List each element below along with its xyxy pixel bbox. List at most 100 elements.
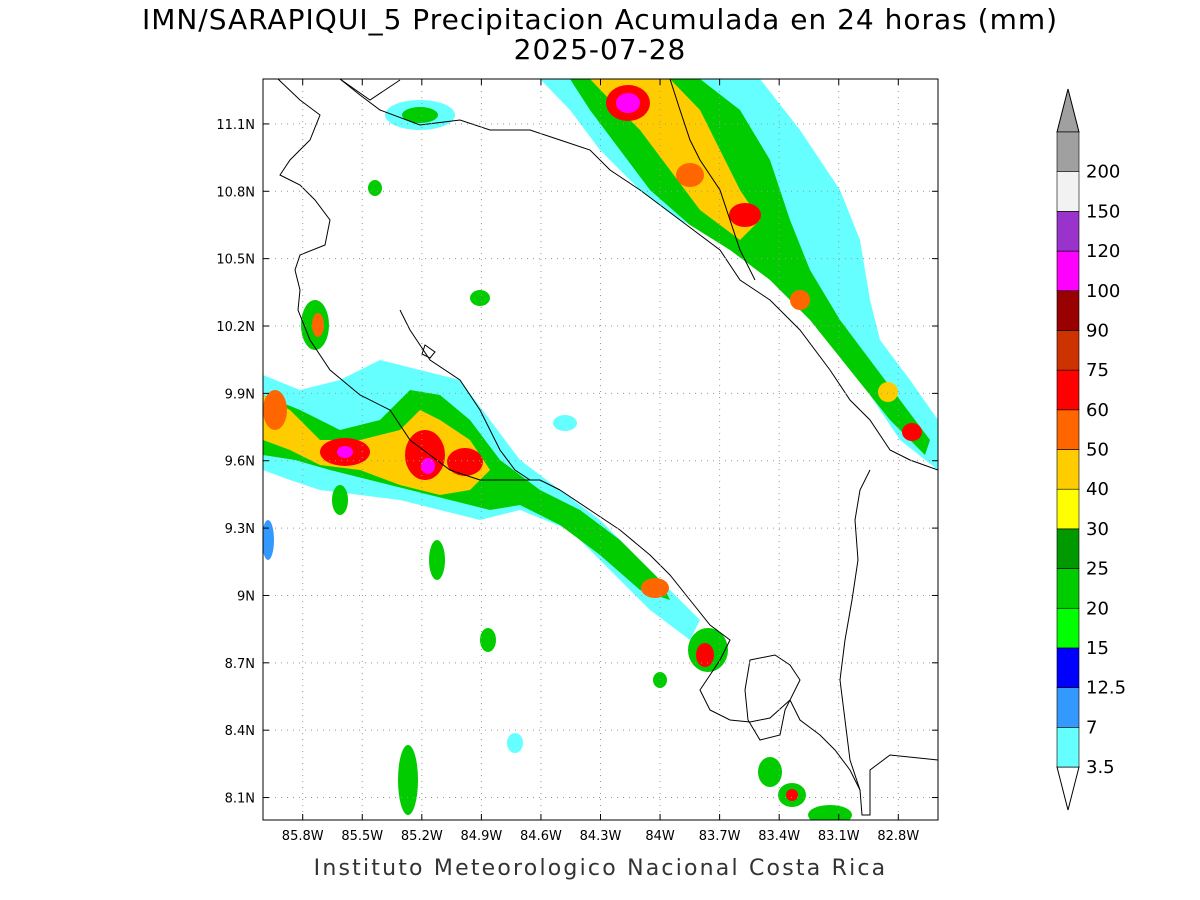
y-tick-label: 9N <box>237 589 255 604</box>
colorbar-swatch <box>1056 250 1080 292</box>
border-northeast <box>669 79 756 281</box>
precip-cell-west-6 <box>263 390 287 430</box>
precip-cell-s10 <box>368 180 382 196</box>
y-tick-label: 9.9N <box>225 387 255 402</box>
colorbar-label: 200 <box>1086 162 1120 183</box>
precip-field <box>263 79 938 820</box>
y-tick-label: 9.3N <box>225 522 255 537</box>
precip-cell-s9 <box>470 290 490 306</box>
footer-credit: Instituto Meteorologico Nacional Costa R… <box>313 856 888 881</box>
colorbar-over-triangle <box>1056 88 1080 133</box>
x-tick-label: 84W <box>645 829 675 844</box>
y-tick-label: 10.5N <box>216 253 255 268</box>
x-tick-label: 84.6W <box>520 829 562 844</box>
precip-cell-s8 <box>553 415 577 431</box>
y-tick-label: 8.4N <box>225 724 255 739</box>
colorbar-swatch <box>1056 409 1080 450</box>
precip-cell-west-4 <box>421 458 435 474</box>
precip-cell-north-6 <box>902 423 922 441</box>
colorbar-swatch <box>1056 488 1080 530</box>
precip-cell-north-2 <box>676 163 704 187</box>
y-tick-label: 11.1N <box>216 118 255 133</box>
border-panama <box>839 469 871 791</box>
colorbar-swatch <box>1056 449 1080 490</box>
colorbar-label: 3.5 <box>1086 757 1115 778</box>
x-tick-label: 85.8W <box>282 829 324 844</box>
precip-cell-s1 <box>758 757 782 787</box>
colorbar-label: 25 <box>1086 559 1109 580</box>
x-tick-label: 85.2W <box>401 829 443 844</box>
map-date: 2025-07-28 <box>513 33 687 66</box>
coastline-pacific-north <box>277 79 561 491</box>
colorbar-label: 50 <box>1086 440 1109 461</box>
colorbar-label: 150 <box>1086 201 1120 222</box>
colorbar-label: 7 <box>1086 717 1097 738</box>
x-tick-label: 84.3W <box>580 829 622 844</box>
colorbar-swatch <box>1056 131 1080 172</box>
precip-cell-s11 <box>653 672 667 688</box>
x-tick-label: 84.9W <box>460 829 502 844</box>
y-tick-label: 10.8N <box>216 185 255 200</box>
precip-band-north <box>540 79 938 470</box>
colorbar-swatch <box>1056 330 1080 371</box>
precip-cell-s3 <box>808 805 852 820</box>
precip-cell-s5 <box>429 540 445 580</box>
colorbar-swatch <box>1056 607 1080 649</box>
precip-peak-north <box>616 93 640 113</box>
x-tick-label: 85.5W <box>341 829 383 844</box>
coastline-island <box>421 344 436 359</box>
precip-cell-s12 <box>507 733 523 753</box>
y-tick-label: 8.7N <box>225 657 255 672</box>
colorbar-swatch <box>1056 528 1080 569</box>
colorbar-label: 12.5 <box>1086 678 1126 699</box>
colorbar-swatch <box>1056 727 1080 768</box>
colorbar-label: 100 <box>1086 281 1120 302</box>
colorbar-swatch <box>1056 369 1080 411</box>
precip-cell-west-3 <box>405 430 445 480</box>
coastline-nicoya-gulf <box>399 309 531 481</box>
precip-cell-osa-core <box>696 643 714 667</box>
colorbar-swatch <box>1056 568 1080 609</box>
colorbar-label: 120 <box>1086 241 1120 262</box>
precip-cell-north-5 <box>878 382 898 402</box>
x-tick-label: 83.7W <box>699 829 741 844</box>
precip-cell-s2-core <box>786 789 798 801</box>
colorbar-label: 40 <box>1086 479 1109 500</box>
colorbar-swatch <box>1056 647 1080 688</box>
x-tick-label: 83.4W <box>758 829 800 844</box>
precip-cell-nw-inner <box>402 107 438 123</box>
precip-cell-pacific-c <box>641 578 669 598</box>
y-tick-label: 8.1N <box>225 792 255 807</box>
colorbar-under-triangle <box>1056 766 1080 811</box>
y-tick-label: 9.6N <box>225 455 255 470</box>
precip-cell-s6 <box>332 485 348 515</box>
coastline-osa <box>744 654 801 741</box>
precip-cell-s7 <box>480 628 496 652</box>
colorbar-label: 20 <box>1086 598 1109 619</box>
y-tick-label: 10.2N <box>216 320 255 335</box>
colorbar-label: 60 <box>1086 400 1109 421</box>
x-tick-label: 83.1W <box>818 829 860 844</box>
colorbar: 3.5 7 12.5 15 20 25 30 40 50 60 75 90 100 120 150 200 <box>1056 88 1126 811</box>
map-title: IMN/SARAPIQUI_5 Precipitacion Acumulada … <box>141 3 1059 36</box>
colorbar-swatch <box>1056 171 1080 212</box>
colorbar-label: 15 <box>1086 638 1109 659</box>
precip-cell-s13 <box>263 520 274 560</box>
precip-cell-s4 <box>398 745 418 815</box>
precip-cell-west-2 <box>337 446 353 458</box>
colorbar-swatch <box>1056 687 1080 728</box>
precip-band-north-inner <box>570 79 930 455</box>
colorbar-swatch <box>1056 211 1080 252</box>
x-tick-label: 82.8W <box>877 829 919 844</box>
y-axis: 11.1N 10.8N 10.5N 10.2N 9.9N 9.6N 9.3N 9N 8.7N 8.… <box>216 118 938 807</box>
x-axis: 85.8W 85.5W 85.2W 84.9W 84.6W 84.3W 84W 83.7W 83… <box>282 79 919 844</box>
colorbar-label: 30 <box>1086 519 1109 540</box>
coastline-pacific-central <box>559 489 791 723</box>
precip-cell-nicoya-n-core <box>312 313 324 337</box>
border-nicaragua <box>339 79 401 101</box>
colorbar-swatch <box>1056 290 1080 331</box>
colorbar-label: 90 <box>1086 320 1109 341</box>
precip-cell-north-4 <box>790 290 810 310</box>
precip-cell-west-5 <box>447 448 483 476</box>
